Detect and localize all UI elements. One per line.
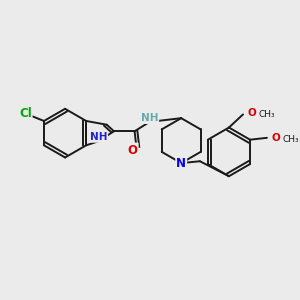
Text: O: O <box>272 133 280 143</box>
Text: Cl: Cl <box>19 107 31 120</box>
Text: NH: NH <box>141 113 158 123</box>
Text: NH: NH <box>90 132 107 142</box>
Text: O: O <box>248 107 257 118</box>
Text: CH₃: CH₃ <box>259 110 276 119</box>
Text: N: N <box>176 157 186 169</box>
Text: CH₃: CH₃ <box>283 135 299 144</box>
Text: O: O <box>128 143 138 157</box>
